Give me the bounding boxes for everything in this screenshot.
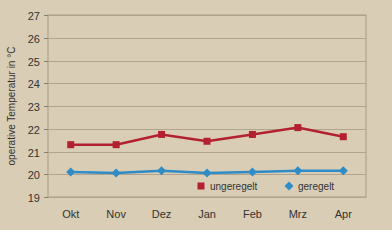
grid-line <box>48 197 366 198</box>
data-point <box>249 131 256 138</box>
grid-line <box>48 106 366 107</box>
data-point <box>158 131 165 138</box>
series-group <box>66 124 348 178</box>
grid-line <box>48 152 366 153</box>
x-tick-label: Nov <box>106 208 126 220</box>
grid-line <box>48 83 366 84</box>
y-tick-label: 20 <box>28 169 40 181</box>
legend-label: ungeregelt <box>210 181 257 192</box>
x-tick-label: Okt <box>62 208 79 220</box>
data-point <box>66 167 75 176</box>
y-tick <box>44 174 48 175</box>
grid-line <box>48 61 366 62</box>
grid-line <box>48 38 366 39</box>
x-tick-label: Jan <box>198 208 216 220</box>
y-axis-title: operative Temperatur in °C <box>6 47 17 166</box>
y-tick <box>44 38 48 39</box>
legend-label: geregelt <box>298 181 334 192</box>
x-tick-label: Apr <box>335 208 352 220</box>
y-tick <box>44 15 48 16</box>
x-tick-label: Dez <box>152 208 172 220</box>
legend: ungeregelt geregelt <box>198 181 335 192</box>
y-tick <box>44 106 48 107</box>
data-point <box>157 166 166 175</box>
plot-area <box>48 15 366 197</box>
y-tick <box>44 152 48 153</box>
y-tick-label: 21 <box>28 147 40 159</box>
y-tick-label: 24 <box>28 78 40 90</box>
data-point <box>67 141 74 148</box>
data-point <box>339 166 348 175</box>
y-tick-label: 25 <box>28 56 40 68</box>
data-point <box>248 167 257 176</box>
data-point <box>294 124 301 131</box>
y-tick <box>44 83 48 84</box>
series-line <box>71 128 344 145</box>
x-tick-label: Mrz <box>289 208 307 220</box>
y-tick <box>44 197 48 198</box>
chart-svg: 19 20 21 22 23 24 25 26 27 operative Temperatur i… <box>0 0 392 230</box>
grid-line <box>48 15 366 16</box>
data-point <box>204 138 211 145</box>
legend-marker <box>285 182 294 191</box>
chart-container: 19 20 21 22 23 24 25 26 27 operative Temperatur i… <box>0 0 392 230</box>
y-tick-label: 19 <box>28 192 40 204</box>
y-tick-label: 27 <box>28 10 40 22</box>
y-tick-label: 26 <box>28 33 40 45</box>
data-point <box>293 166 302 175</box>
data-point <box>112 169 121 178</box>
y-tick <box>44 61 48 62</box>
data-point <box>113 141 120 148</box>
y-tick <box>44 129 48 130</box>
grid-line <box>48 129 366 130</box>
y-tick-label: 23 <box>28 101 40 113</box>
legend-marker <box>198 183 205 190</box>
x-tick-label: Feb <box>243 208 262 220</box>
y-tick-label: 22 <box>28 124 40 136</box>
data-point <box>203 169 212 178</box>
data-point <box>340 133 347 140</box>
